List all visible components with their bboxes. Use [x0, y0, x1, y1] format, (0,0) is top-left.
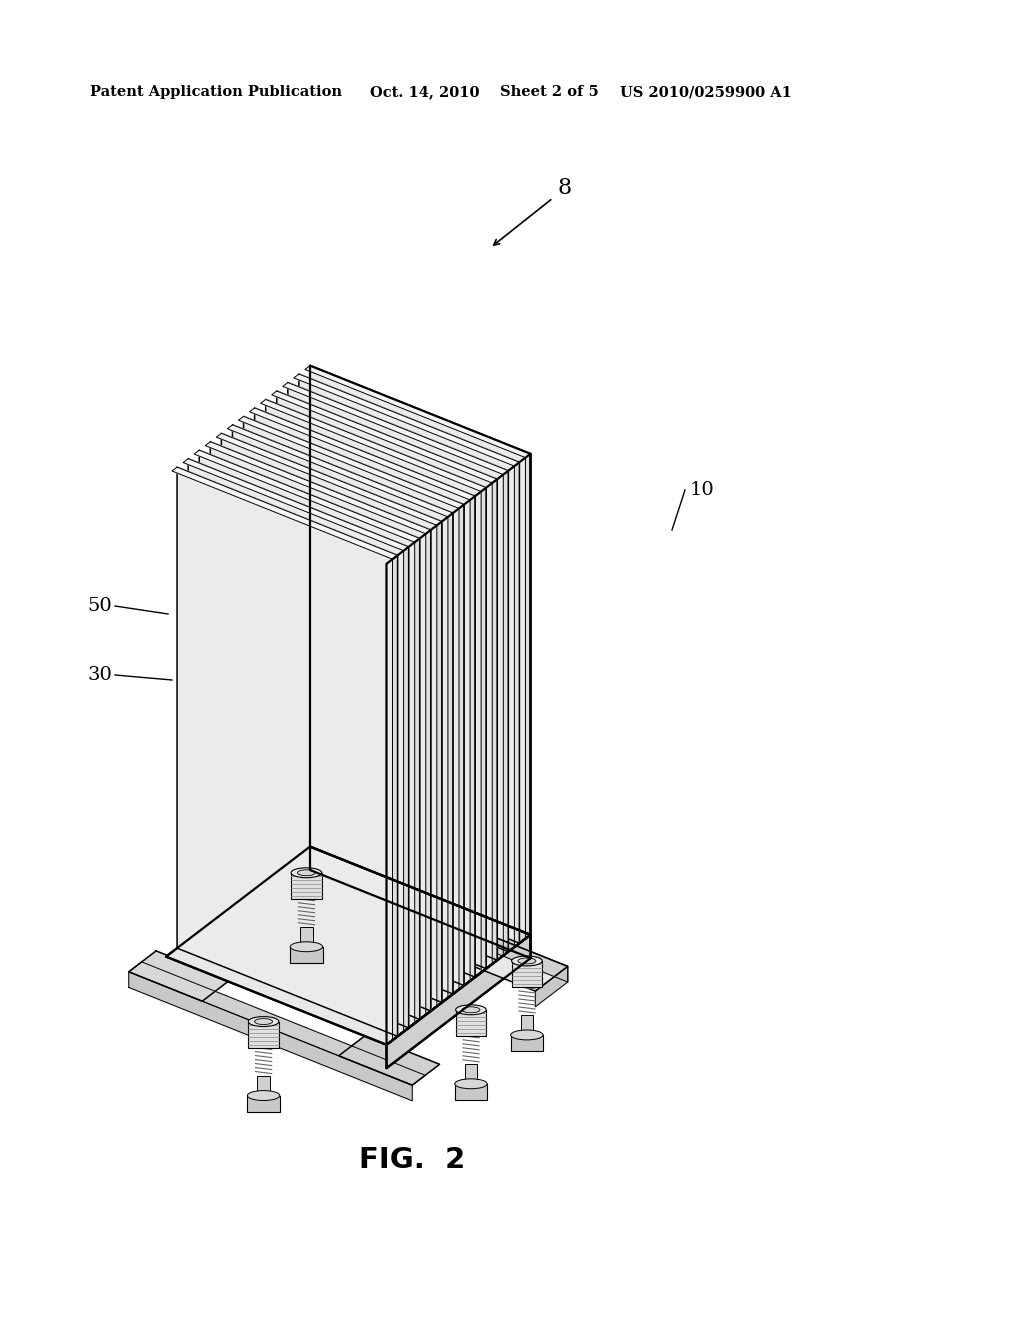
Ellipse shape — [255, 1019, 272, 1024]
Polygon shape — [403, 546, 409, 1032]
Polygon shape — [386, 935, 530, 1068]
Polygon shape — [239, 416, 464, 508]
Ellipse shape — [291, 867, 322, 878]
Polygon shape — [288, 383, 508, 952]
Polygon shape — [250, 408, 475, 500]
Polygon shape — [129, 950, 229, 1001]
Polygon shape — [525, 454, 530, 939]
Ellipse shape — [290, 941, 323, 952]
Polygon shape — [426, 529, 431, 1015]
Polygon shape — [415, 539, 420, 1023]
Polygon shape — [310, 846, 530, 958]
Text: FIG.  2: FIG. 2 — [358, 1146, 465, 1173]
Polygon shape — [172, 467, 397, 560]
Text: US 2010/0259900 A1: US 2010/0259900 A1 — [620, 84, 792, 99]
Polygon shape — [265, 400, 486, 969]
Bar — [511, 1035, 543, 1051]
Polygon shape — [129, 972, 413, 1101]
Text: 8: 8 — [558, 177, 572, 199]
Text: 30: 30 — [87, 667, 112, 684]
Polygon shape — [200, 450, 420, 1019]
Bar — [248, 1096, 280, 1111]
Polygon shape — [536, 966, 567, 1007]
Polygon shape — [462, 937, 567, 991]
Text: Sheet 2 of 5: Sheet 2 of 5 — [500, 84, 599, 99]
Polygon shape — [339, 1035, 439, 1085]
Polygon shape — [221, 433, 442, 1002]
Polygon shape — [183, 458, 409, 550]
Bar — [465, 1064, 477, 1084]
Polygon shape — [255, 408, 475, 977]
Ellipse shape — [297, 870, 315, 875]
Ellipse shape — [248, 1090, 280, 1101]
Text: 50: 50 — [87, 597, 112, 615]
Polygon shape — [495, 937, 567, 982]
Polygon shape — [271, 391, 498, 483]
Polygon shape — [216, 433, 442, 525]
Text: Oct. 14, 2010: Oct. 14, 2010 — [370, 84, 479, 99]
Ellipse shape — [512, 956, 542, 966]
Polygon shape — [276, 391, 498, 960]
Polygon shape — [129, 962, 425, 1085]
Bar — [456, 1010, 486, 1036]
Polygon shape — [205, 442, 431, 533]
Polygon shape — [447, 513, 453, 998]
Ellipse shape — [462, 1007, 480, 1012]
Bar — [512, 961, 542, 987]
Bar — [257, 1076, 270, 1096]
Polygon shape — [283, 383, 508, 475]
Polygon shape — [459, 504, 464, 990]
Ellipse shape — [511, 1030, 543, 1040]
Polygon shape — [493, 479, 498, 964]
Polygon shape — [177, 467, 397, 1036]
Polygon shape — [310, 366, 530, 935]
Bar — [291, 873, 322, 899]
Ellipse shape — [456, 1005, 486, 1015]
Polygon shape — [285, 853, 357, 898]
Polygon shape — [514, 462, 519, 948]
Polygon shape — [210, 442, 431, 1011]
Polygon shape — [299, 374, 519, 944]
Polygon shape — [244, 416, 464, 986]
Polygon shape — [294, 374, 519, 466]
Polygon shape — [504, 471, 508, 956]
Ellipse shape — [455, 1078, 487, 1089]
Polygon shape — [305, 366, 530, 458]
Polygon shape — [232, 425, 453, 994]
Text: Patent Application Publication: Patent Application Publication — [90, 84, 342, 99]
Bar — [520, 1015, 534, 1035]
Bar — [290, 946, 323, 962]
Polygon shape — [261, 400, 486, 491]
Polygon shape — [188, 458, 409, 1028]
Ellipse shape — [248, 1016, 279, 1027]
Polygon shape — [285, 853, 567, 982]
Bar — [248, 1022, 279, 1048]
Polygon shape — [195, 450, 420, 543]
Bar — [455, 1084, 487, 1100]
Bar — [300, 927, 312, 946]
Text: 10: 10 — [690, 480, 715, 499]
Polygon shape — [437, 521, 442, 1006]
Polygon shape — [271, 853, 567, 977]
Polygon shape — [252, 853, 357, 907]
Polygon shape — [392, 556, 397, 1040]
Polygon shape — [166, 846, 530, 1045]
Polygon shape — [470, 496, 475, 981]
Polygon shape — [227, 425, 453, 517]
Ellipse shape — [518, 958, 536, 964]
Polygon shape — [481, 487, 486, 973]
